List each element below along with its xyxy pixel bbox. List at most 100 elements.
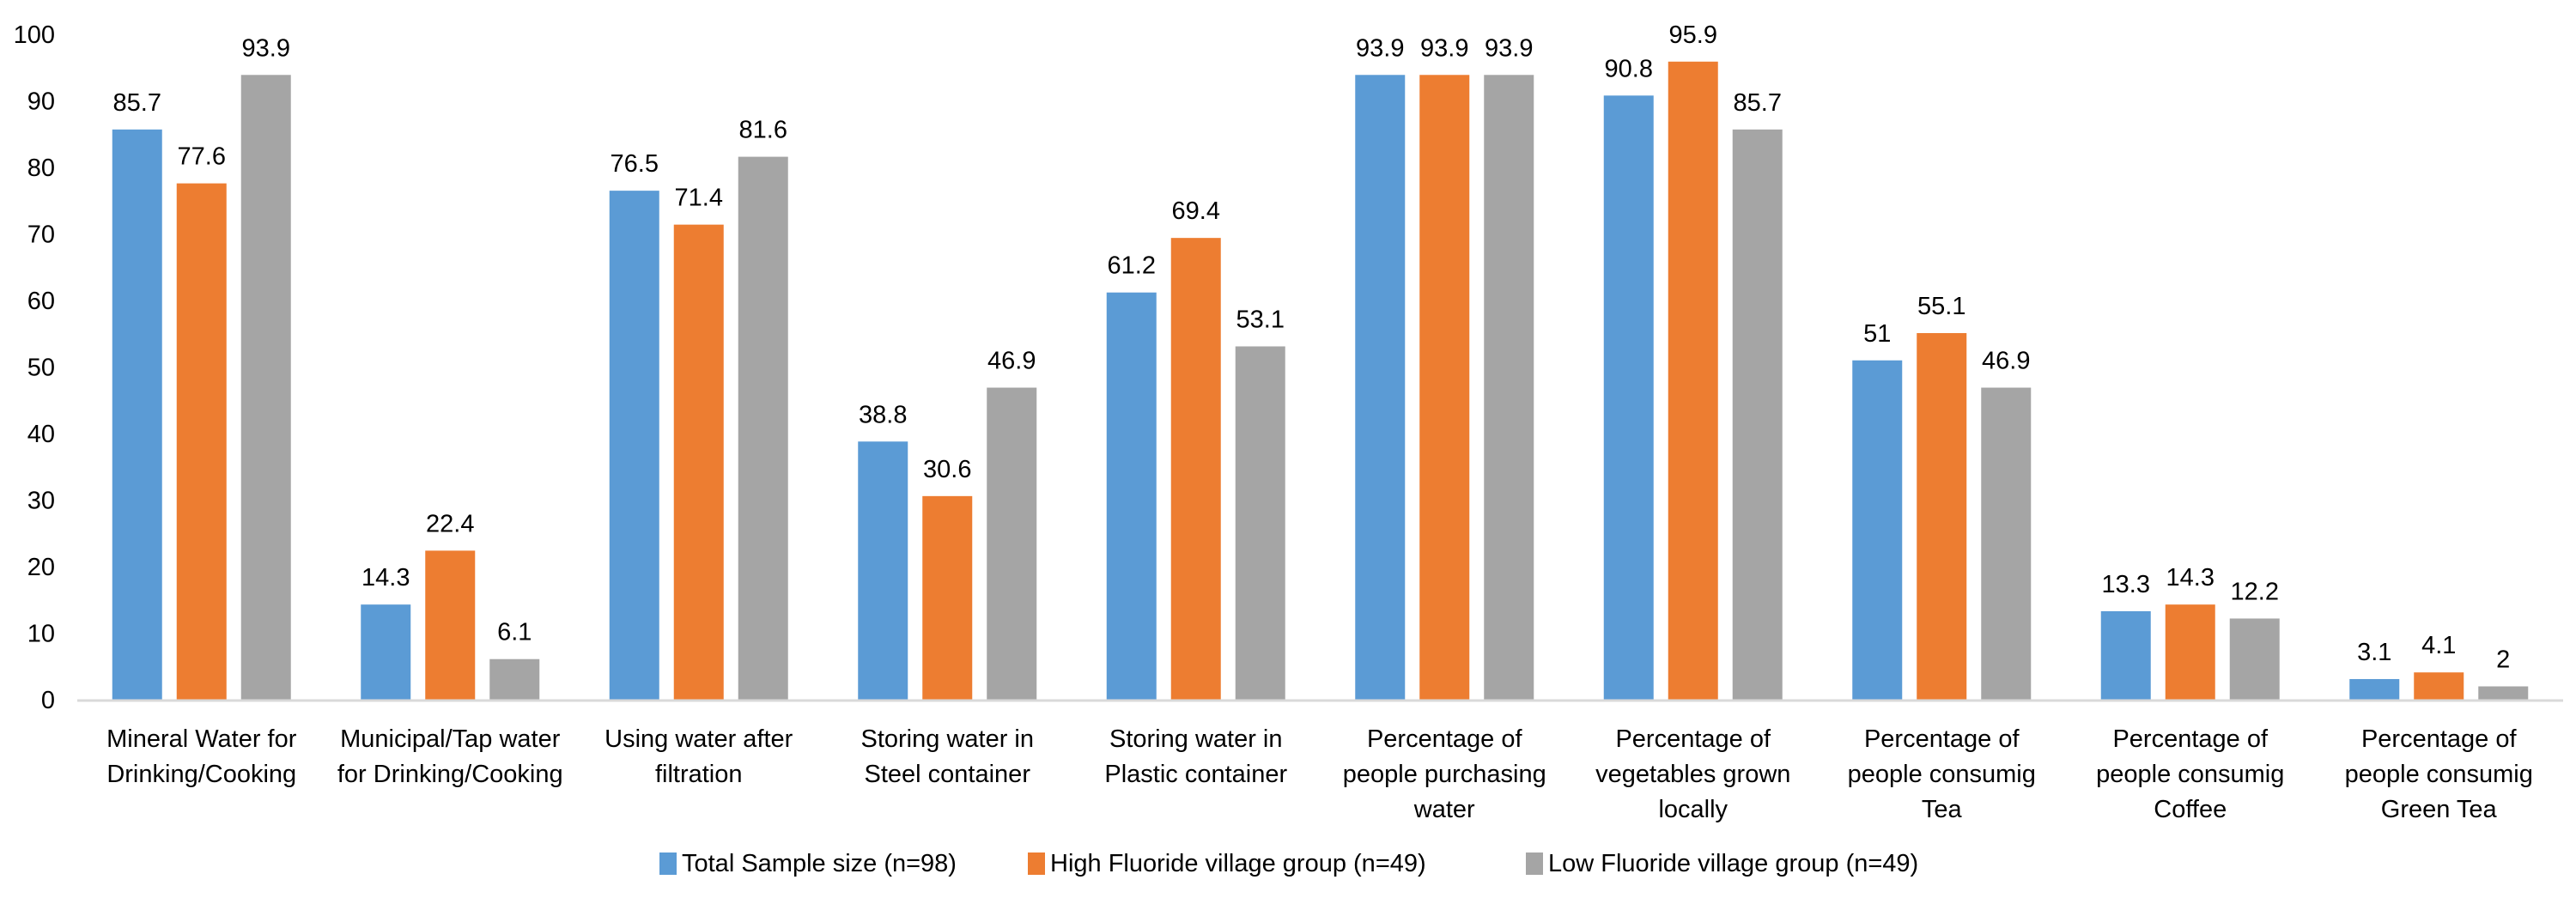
y-axis: 0 10 20 30 40 50 60 70 80 90 100: [14, 21, 55, 714]
data-label: 53.1: [1236, 306, 1285, 333]
data-label: 71.4: [675, 185, 723, 212]
legend-swatch: [659, 852, 677, 875]
y-tick-label: 10: [27, 621, 55, 648]
bar: [2100, 610, 2151, 700]
bar: [1668, 61, 1718, 700]
x-category-label: Percentage of people consumig Coffee: [2096, 725, 2284, 823]
y-tick-label: 70: [27, 221, 55, 249]
bar: [1106, 292, 1157, 700]
bar: [2349, 678, 2400, 700]
bar: [1355, 75, 1406, 700]
x-category-label: Storing water in Plastic container: [1104, 725, 1287, 788]
x-category-label-line: Using water after: [605, 725, 793, 753]
data-label: 77.6: [178, 143, 226, 171]
y-tick-label: 100: [14, 21, 55, 49]
data-label: 4.1: [2421, 632, 2456, 659]
y-tick-label: 60: [27, 288, 55, 315]
data-label: 22.4: [426, 510, 474, 537]
data-label: 3.1: [2357, 639, 2391, 666]
legend-label: High Fluoride village group (n=49): [1050, 850, 1426, 877]
bar: [922, 495, 973, 700]
bar: [2478, 686, 2529, 700]
data-label: 85.7: [113, 89, 161, 117]
x-category-label-line: Mineral Water for: [106, 725, 297, 753]
data-label: 2: [2496, 646, 2510, 674]
x-category-label-line: filtration: [655, 761, 743, 788]
bar: [1235, 346, 1285, 700]
data-label: 93.9: [242, 34, 290, 62]
data-label: 90.8: [1605, 55, 1653, 82]
data-label: 93.9: [1356, 34, 1404, 62]
x-category-label-line: Percentage of: [1367, 725, 1523, 753]
y-tick-label: 20: [27, 554, 55, 581]
bar: [1603, 95, 1654, 701]
bar: [112, 129, 162, 700]
bar: [361, 604, 411, 700]
data-label: 95.9: [1669, 21, 1717, 49]
bar: [1981, 387, 2032, 700]
bar: [1484, 75, 1534, 700]
data-label: 69.4: [1172, 197, 1220, 225]
legend-label: Total Sample size (n=98): [682, 850, 957, 877]
x-category-label: Municipal/Tap water for Drinking/Cooking: [337, 725, 563, 788]
x-category-label-line: Steel container: [865, 761, 1031, 788]
x-category-label-line: for Drinking/Cooking: [337, 761, 563, 788]
x-category-label-line: Drinking/Cooking: [106, 761, 296, 788]
bar: [489, 658, 540, 700]
bar: [1419, 75, 1470, 700]
x-category-label-line: Percentage of: [2112, 725, 2269, 753]
data-label: 14.3: [2166, 564, 2215, 592]
data-label: 46.9: [1982, 348, 2030, 375]
bar: [609, 191, 659, 700]
bar: [858, 441, 908, 700]
bar: [2414, 672, 2464, 700]
bar: [987, 387, 1037, 700]
x-category-label-line: Coffee: [2154, 796, 2227, 823]
data-label: 46.9: [987, 348, 1036, 375]
y-tick-label: 30: [27, 488, 55, 515]
x-category-label-line: Plastic container: [1104, 761, 1287, 788]
x-category-label: Using water after filtration: [605, 725, 793, 788]
x-category-label-line: locally: [1658, 796, 1728, 823]
x-category-label-line: people consumig: [1848, 761, 2036, 788]
bar: [1852, 360, 1903, 700]
x-axis-category-labels: Mineral Water for Drinking/Cooking Municip…: [106, 725, 2533, 823]
x-category-label-line: vegetables grown: [1595, 761, 1790, 788]
y-tick-label: 80: [27, 155, 55, 182]
x-category-label: Percentage of people consumig Green Tea: [2345, 725, 2533, 823]
bar: [1732, 129, 1783, 700]
bar: [1917, 332, 1967, 700]
x-category-label-line: people consumig: [2345, 761, 2533, 788]
x-category-label: Percentage of vegetables grown locally: [1595, 725, 1790, 823]
data-label: 55.1: [1917, 293, 1965, 320]
y-tick-label: 40: [27, 421, 55, 448]
legend-label: Low Fluoride village group (n=49): [1548, 850, 1918, 877]
bar: [176, 183, 227, 701]
legend-swatch: [1526, 852, 1543, 875]
x-category-label-line: Storing water in: [1109, 725, 1283, 753]
data-label: 6.1: [497, 619, 532, 646]
legend-swatch: [1028, 852, 1045, 875]
data-label: 85.7: [1734, 89, 1782, 117]
data-labels: 85.7 77.6 93.9 14.3 22.4 6.1 76.5 71.4 81.6 38.8 3…: [113, 21, 2511, 674]
data-label: 61.2: [1108, 252, 1156, 280]
x-category-label-line: Percentage of: [1864, 725, 2020, 753]
data-label: 93.9: [1420, 34, 1468, 62]
bar: [2165, 604, 2215, 700]
bar: [2229, 618, 2280, 700]
bar: [240, 75, 291, 700]
x-category-label: Percentage of people consumig Tea: [1848, 725, 2036, 823]
x-category-label-line: Percentage of: [2361, 725, 2518, 753]
data-label: 14.3: [361, 564, 410, 592]
y-tick-label: 50: [27, 355, 55, 382]
x-category-label: Mineral Water for Drinking/Cooking: [106, 725, 297, 788]
legend: Total Sample size (n=98) High Fluoride vi…: [659, 850, 1918, 877]
bar: [673, 224, 724, 700]
data-label: 38.8: [859, 401, 907, 428]
x-category-label-line: Storing water in: [861, 725, 1035, 753]
data-label: 81.6: [739, 117, 787, 144]
x-category-label-line: water: [1413, 796, 1475, 823]
data-label: 30.6: [923, 456, 971, 483]
x-category-label: Storing water in Steel container: [861, 725, 1035, 788]
